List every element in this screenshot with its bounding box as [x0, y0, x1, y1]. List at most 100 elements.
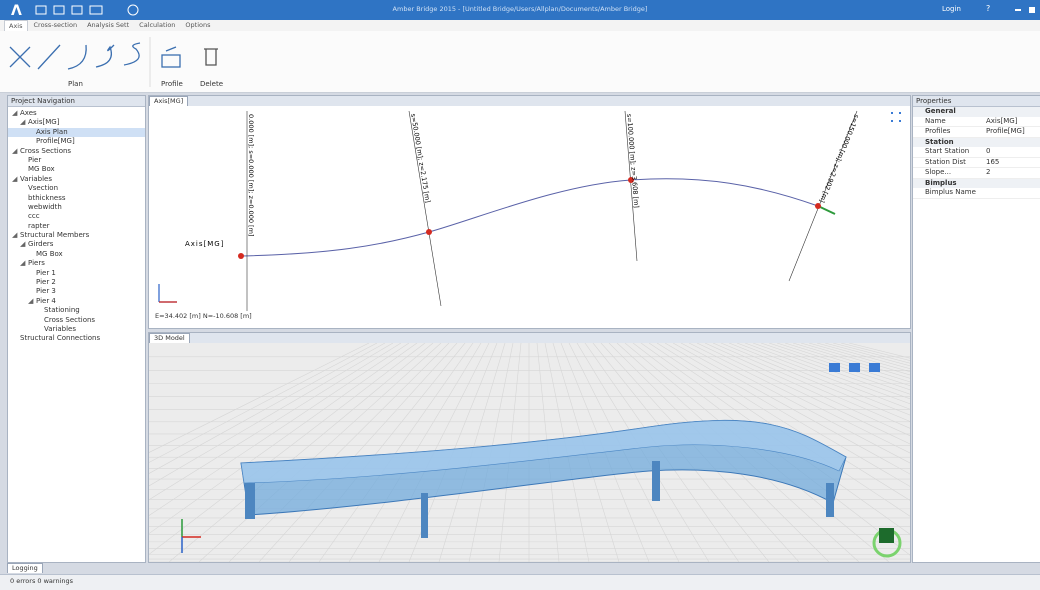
- plan-canvas: Axis[MG]0.000 [m]; s=0.000 [m]; z=0.000 …: [149, 106, 910, 328]
- tree-label: Vsection: [28, 184, 58, 192]
- fit-icon[interactable]: [891, 112, 893, 114]
- tree-item[interactable]: ccc: [8, 212, 145, 221]
- ribbon-tab[interactable]: Axis: [4, 20, 28, 31]
- tree-label: Variables: [20, 175, 52, 183]
- tree-item[interactable]: ◢Cross Sections: [8, 147, 145, 156]
- help[interactable]: ?: [986, 4, 990, 13]
- ribbon-tab[interactable]: Options: [181, 20, 214, 31]
- tree-label: Structural Connections: [20, 334, 100, 342]
- property-section: Station: [913, 138, 1040, 148]
- tool-icon[interactable]: [10, 47, 30, 67]
- property-value[interactable]: Profile[MG]: [983, 127, 1025, 137]
- tree-label: rapter: [28, 222, 50, 230]
- expander: ◢: [20, 240, 28, 249]
- tree-item[interactable]: rapter: [8, 222, 145, 231]
- coordinates: E=34.402 [m] N=-10.608 [m]: [155, 312, 252, 320]
- view-cube[interactable]: [879, 528, 894, 543]
- tool-icon[interactable]: [162, 55, 180, 67]
- tree-item[interactable]: webwidth: [8, 203, 145, 212]
- fit-icon[interactable]: [891, 120, 893, 122]
- ribbon-tab[interactable]: Analysis Sett: [83, 20, 133, 31]
- tree-item[interactable]: Variables: [8, 325, 145, 334]
- tree-item[interactable]: ◢Piers: [8, 259, 145, 268]
- view-icon[interactable]: [849, 363, 860, 372]
- model-view: 3D Model: [148, 332, 911, 563]
- expander: ◢: [12, 231, 20, 240]
- tree-item[interactable]: bthickness: [8, 194, 145, 203]
- station-label: 0.000 [m]; s=0.000 [m]; z=0.000 [m]: [247, 114, 255, 236]
- icon[interactable]: [128, 5, 138, 15]
- axis-curve: [241, 179, 818, 256]
- ribbon-tabs: AxisCross-sectionAnalysis SettCalculatio…: [0, 20, 1040, 31]
- expander: ◢: [20, 118, 28, 127]
- icon[interactable]: [36, 6, 46, 14]
- tree-item[interactable]: Stationing: [8, 306, 145, 315]
- tree-label: Variables: [44, 325, 76, 333]
- tree-item[interactable]: ◢Structural Members: [8, 231, 145, 240]
- icon[interactable]: [90, 6, 102, 14]
- tool-icon[interactable]: [68, 45, 86, 69]
- fit-icon[interactable]: [899, 120, 901, 122]
- logging-tab[interactable]: Logging: [7, 563, 43, 573]
- view-tab[interactable]: 3D Model: [149, 333, 190, 343]
- property-row: Bimplus Name: [913, 188, 1040, 199]
- expander: ◢: [12, 109, 20, 118]
- station-point[interactable]: [815, 203, 821, 209]
- tree-item[interactable]: Vsection: [8, 184, 145, 193]
- fit-icon[interactable]: [899, 112, 901, 114]
- tree-item[interactable]: MG Box: [8, 250, 145, 259]
- tool-icon[interactable]: [166, 47, 176, 51]
- tree-label: Axis Plan: [36, 128, 68, 136]
- property-value[interactable]: 165: [983, 158, 999, 168]
- tree-item[interactable]: ◢Axes: [8, 109, 145, 118]
- tool-icon[interactable]: [124, 43, 140, 65]
- button-label[interactable]: Profile: [161, 80, 183, 88]
- ribbon: Plan Profile Delete: [0, 31, 1040, 93]
- tree-item[interactable]: ◢Girders: [8, 240, 145, 249]
- tree-label: Pier 1: [36, 269, 56, 277]
- tree-item[interactable]: ◢Pier 4: [8, 297, 145, 306]
- property-section: General: [913, 107, 1040, 117]
- ribbon-tab[interactable]: Calculation: [135, 20, 179, 31]
- pier: [826, 483, 834, 517]
- tree-label: Axis[MG]: [28, 118, 59, 126]
- tree-item[interactable]: ◢Axis[MG]: [8, 118, 145, 127]
- login[interactable]: Login: [942, 5, 961, 13]
- property-value[interactable]: Axis[MG]: [983, 117, 1017, 127]
- station-label: s=150.000 [m]; z=2.902 [m]: [818, 113, 861, 203]
- view-icon[interactable]: [829, 363, 840, 372]
- tree-item[interactable]: Pier 3: [8, 287, 145, 296]
- station-point[interactable]: [426, 229, 432, 235]
- tree-item[interactable]: Pier 1: [8, 269, 145, 278]
- tree-item[interactable]: Axis Plan: [8, 128, 145, 137]
- tool-icon[interactable]: [96, 45, 114, 67]
- maximize[interactable]: [1029, 7, 1035, 13]
- property-value[interactable]: [983, 188, 986, 198]
- tree-label: Pier 4: [36, 297, 56, 305]
- status-bar: 0 errors 0 warnings: [0, 574, 1040, 590]
- tree-label: Profile[MG]: [36, 137, 75, 145]
- tree-label: MG Box: [36, 250, 63, 258]
- tree-item[interactable]: Pier 2: [8, 278, 145, 287]
- tree-item[interactable]: Profile[MG]: [8, 137, 145, 146]
- property-value[interactable]: 2: [983, 168, 990, 178]
- tool-icon[interactable]: [38, 45, 60, 69]
- tool-icon[interactable]: [204, 49, 218, 65]
- tree-item[interactable]: MG Box: [8, 165, 145, 174]
- tree-item[interactable]: Structural Connections: [8, 334, 145, 343]
- icon[interactable]: [54, 6, 64, 14]
- tree-item[interactable]: Cross Sections: [8, 316, 145, 325]
- tree-item[interactable]: ◢Variables: [8, 175, 145, 184]
- tree-label: Cross Sections: [44, 316, 95, 324]
- view-icon[interactable]: [869, 363, 880, 372]
- station-point[interactable]: [238, 253, 244, 259]
- minimize[interactable]: [1015, 9, 1021, 11]
- property-value[interactable]: 0: [983, 147, 990, 157]
- tree-label: Pier 3: [36, 287, 56, 295]
- button-label[interactable]: Delete: [200, 80, 223, 88]
- icon[interactable]: [72, 6, 82, 14]
- tree-item[interactable]: Pier: [8, 156, 145, 165]
- view-tab[interactable]: Axis[MG]: [149, 96, 188, 106]
- ribbon-tab[interactable]: Cross-section: [30, 20, 82, 31]
